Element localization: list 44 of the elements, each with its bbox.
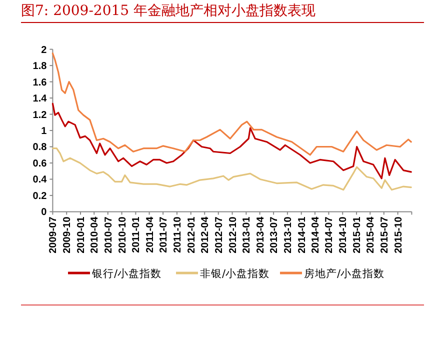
x-tick-label: 2013-04 — [255, 216, 266, 254]
x-tick-label: 2015-04 — [366, 216, 377, 254]
line-series — [52, 52, 412, 156]
x-tick-label: 2012-04 — [200, 216, 212, 254]
y-tick-label: 1.2 — [32, 110, 48, 121]
legend-label: 银行/小盘指数 — [91, 267, 162, 280]
y-tick-label: 0.4 — [32, 174, 48, 186]
x-tick-label: 2012-01 — [186, 216, 198, 254]
y-tick-label: 0.8 — [32, 142, 48, 154]
chart-title: 图7: 2009-2015 年金融地产相对小盘指数表现 — [21, 3, 316, 19]
x-tick-label: 2011-01 — [131, 216, 142, 253]
x-tick-label: 2011-07 — [158, 216, 170, 253]
y-tick-label: 0.2 — [32, 190, 48, 202]
line-series — [52, 102, 412, 180]
y-tick-label: 0 — [41, 207, 48, 218]
x-tick-label: 2014-07 — [324, 216, 336, 254]
x-tick-label: 2011-10 — [172, 216, 184, 253]
x-tick-label: 2010-01 — [76, 216, 88, 254]
y-tick-label: 1.6 — [32, 77, 48, 88]
x-tick-label: 2014-01 — [296, 216, 308, 254]
x-tick-label: 2012-10 — [228, 216, 239, 254]
y-tick-label: 1.8 — [32, 61, 48, 72]
x-tick-label: 2015-10 — [393, 216, 404, 254]
x-tick-label: 2009-10 — [62, 216, 74, 254]
x-tick-label: 2015-07 — [379, 216, 390, 254]
x-tick-label: 2010-10 — [117, 216, 128, 254]
x-tick-label: 2010-07 — [103, 216, 114, 254]
legend-label: 房地产/小盘指数 — [304, 267, 385, 280]
line-series — [52, 148, 412, 191]
x-tick-label: 2013-07 — [269, 216, 280, 254]
x-tick-label: 2014-04 — [310, 216, 322, 254]
x-tick-label: 2013-10 — [282, 216, 294, 254]
y-tick-label: 0.6 — [32, 158, 48, 170]
x-tick-label: 2015-01 — [352, 216, 364, 254]
x-tick-label: 2014-10 — [338, 216, 350, 254]
y-tick-label: 1 — [41, 126, 48, 137]
x-tick-label: 2013-01 — [242, 216, 253, 254]
x-tick-label: 2011-04 — [144, 216, 156, 253]
x-tick-label: 2009-07 — [48, 216, 60, 254]
y-tick-label: 2 — [41, 44, 48, 56]
x-tick-label: 2010-04 — [90, 216, 101, 254]
legend-label: 非银/小盘指数 — [200, 267, 270, 280]
y-tick-label: 1.4 — [32, 94, 48, 105]
x-tick-label: 2012-07 — [214, 216, 225, 254]
